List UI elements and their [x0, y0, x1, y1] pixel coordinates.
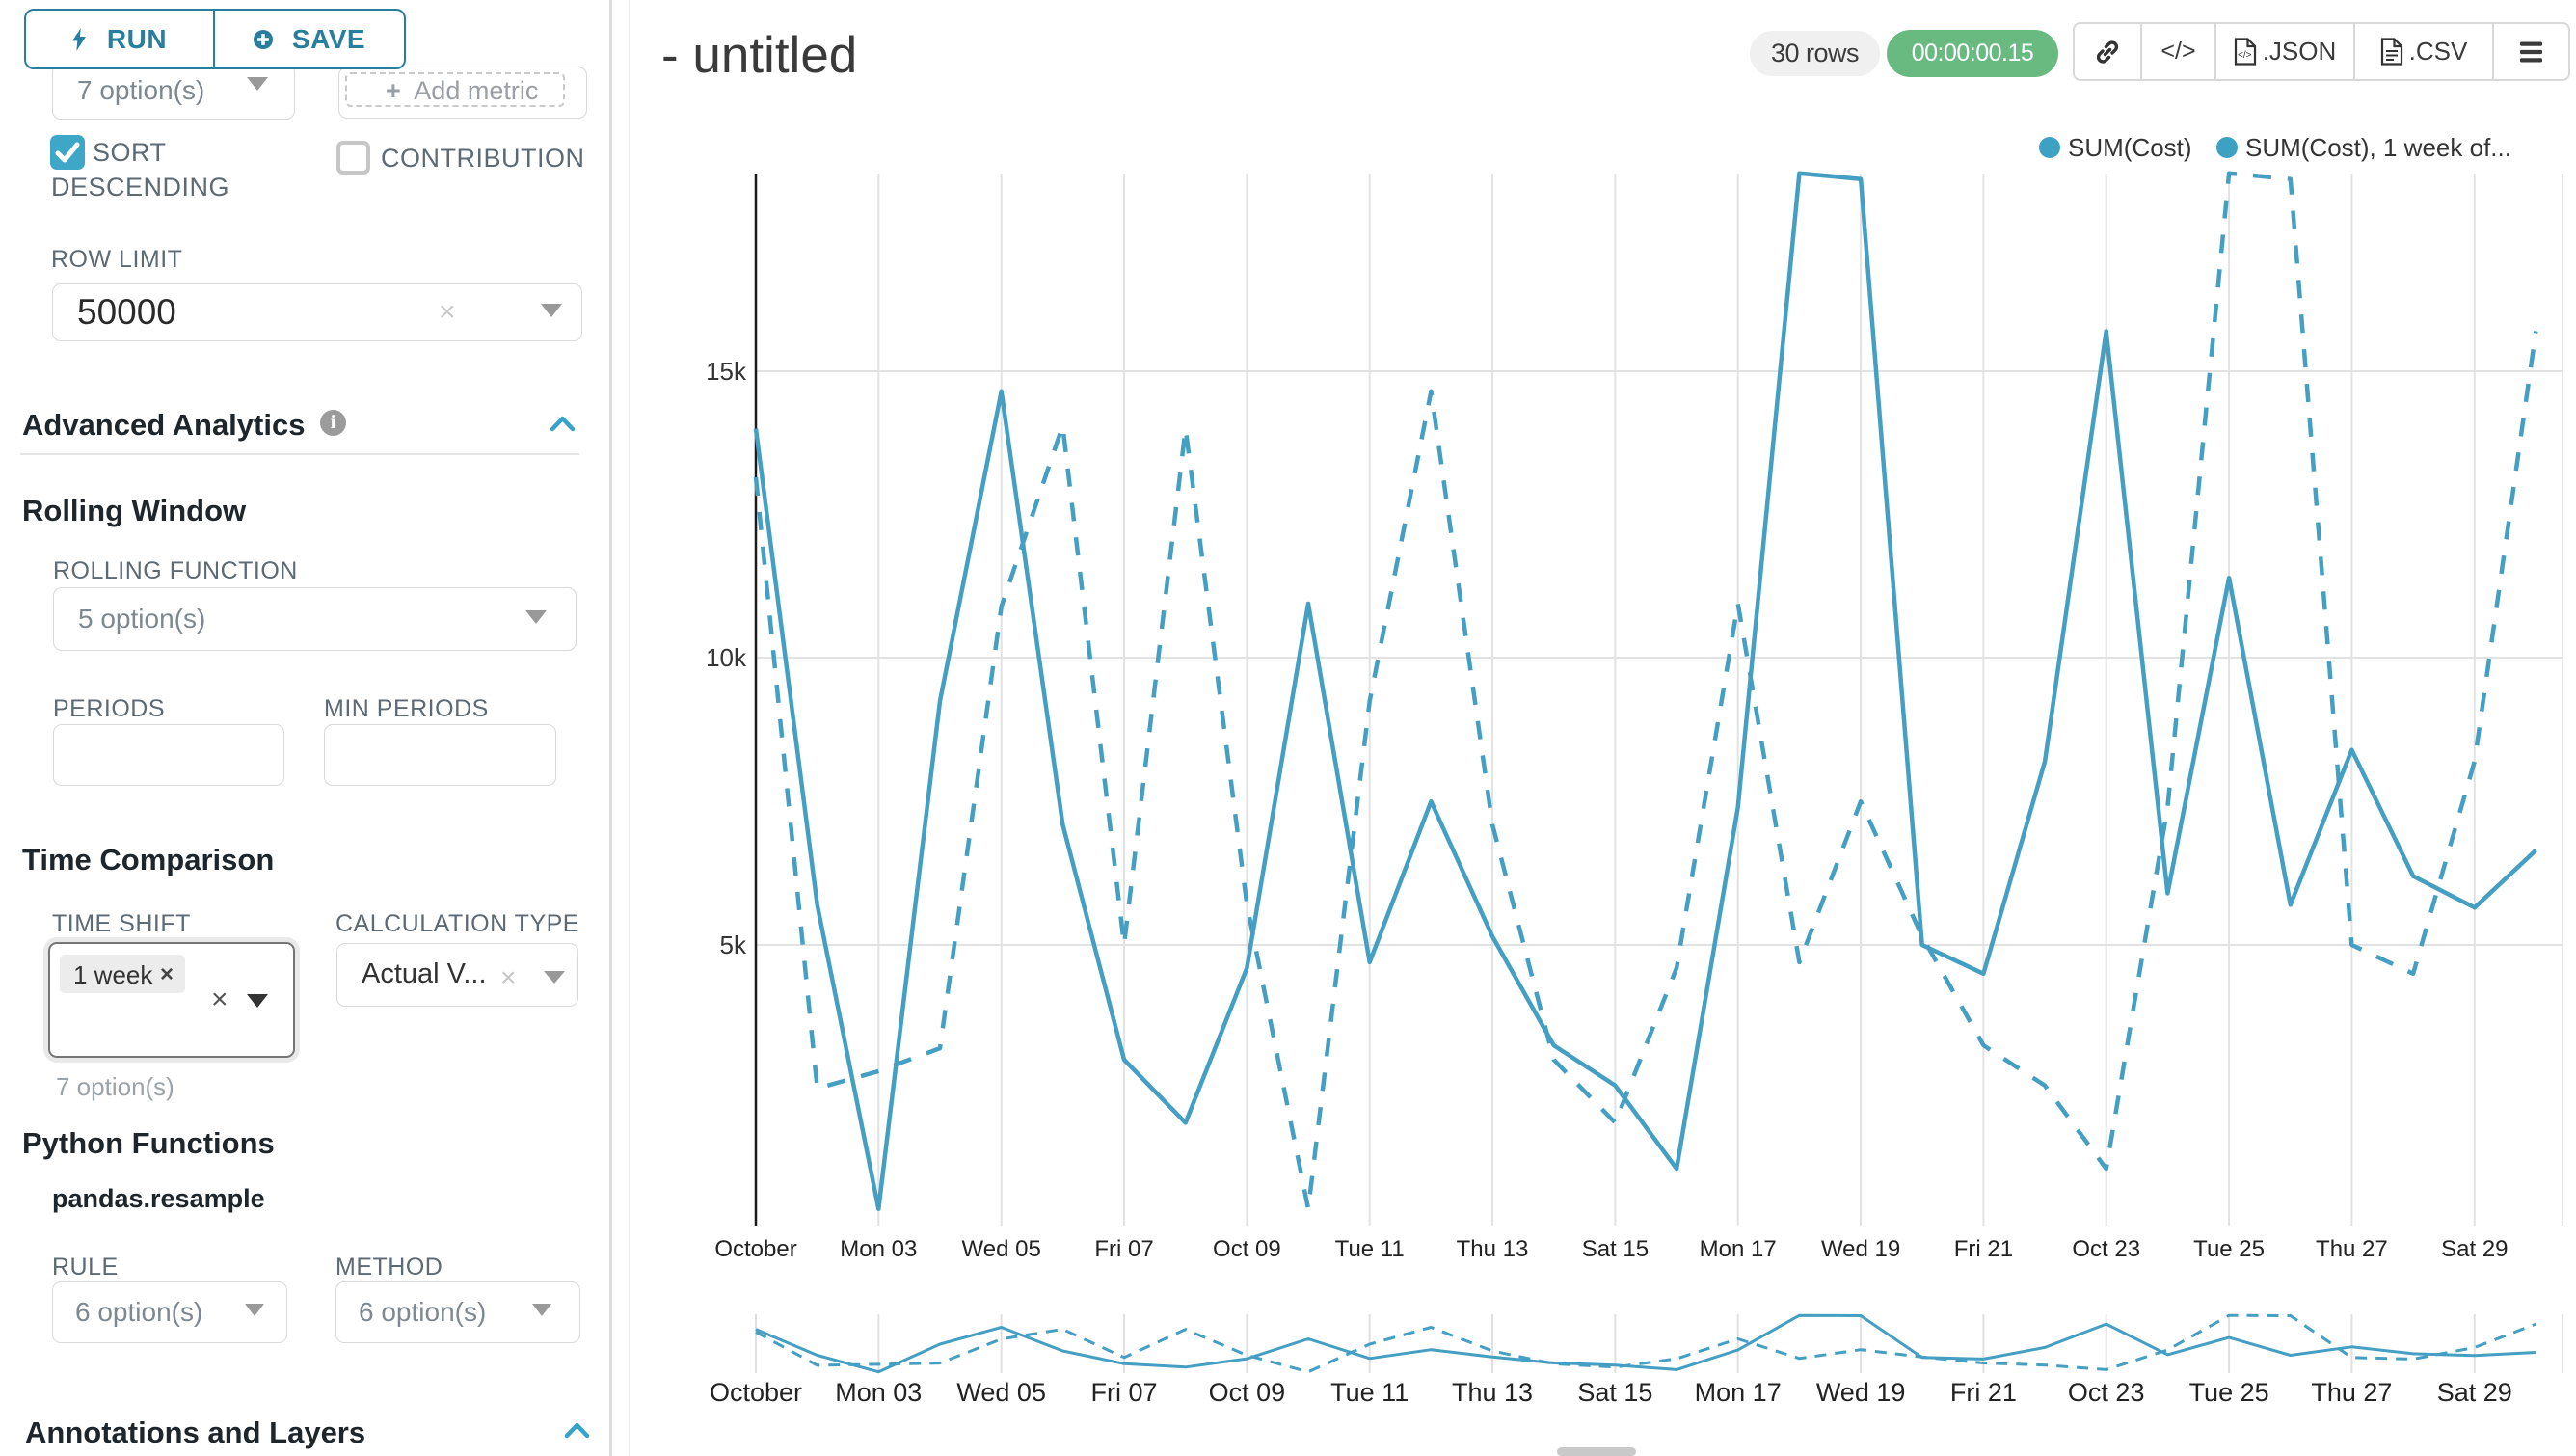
svg-text:Tue 25: Tue 25 — [2193, 1236, 2265, 1262]
svg-text:Sat 15: Sat 15 — [1582, 1236, 1649, 1262]
svg-text:Sat 29: Sat 29 — [2437, 1378, 2512, 1407]
svg-text:October: October — [710, 1378, 802, 1407]
svg-text:Thu 13: Thu 13 — [1452, 1378, 1533, 1407]
svg-text:Thu 27: Thu 27 — [2316, 1236, 2388, 1262]
svg-text:Oct 09: Oct 09 — [1209, 1378, 1286, 1407]
svg-text:Fri 21: Fri 21 — [1950, 1378, 2017, 1407]
svg-text:Oct 23: Oct 23 — [2072, 1236, 2140, 1262]
svg-text:Fri 07: Fri 07 — [1090, 1378, 1157, 1407]
svg-text:</>: </> — [2238, 50, 2252, 61]
svg-text:Mon 17: Mon 17 — [1700, 1236, 1777, 1262]
svg-text:Thu 13: Thu 13 — [1457, 1236, 1529, 1262]
svg-text:Wed 19: Wed 19 — [1816, 1378, 1906, 1407]
svg-text:Wed 05: Wed 05 — [962, 1236, 1041, 1262]
svg-text:Wed 19: Wed 19 — [1821, 1236, 1900, 1262]
svg-text:Mon 03: Mon 03 — [840, 1236, 917, 1262]
svg-text:Fri 07: Fri 07 — [1094, 1236, 1153, 1262]
svg-text:10k: 10k — [706, 643, 747, 672]
svg-text:15k: 15k — [706, 357, 747, 386]
svg-text:Mon 17: Mon 17 — [1695, 1378, 1782, 1407]
svg-text:October: October — [714, 1236, 796, 1262]
svg-text:Tue 11: Tue 11 — [1330, 1378, 1409, 1407]
svg-text:Sat 15: Sat 15 — [1577, 1378, 1652, 1407]
svg-text:Oct 09: Oct 09 — [1213, 1236, 1281, 1262]
svg-text:Wed 05: Wed 05 — [956, 1378, 1046, 1407]
svg-text:5k: 5k — [720, 930, 747, 959]
svg-text:Tue 25: Tue 25 — [2189, 1378, 2269, 1407]
svg-text:Fri 21: Fri 21 — [1954, 1236, 2013, 1262]
svg-text:Oct 23: Oct 23 — [2068, 1378, 2145, 1407]
svg-text:Tue 11: Tue 11 — [1335, 1236, 1405, 1262]
svg-text:Sat 29: Sat 29 — [2441, 1236, 2508, 1262]
svg-text:Thu 27: Thu 27 — [2311, 1378, 2392, 1407]
svg-text:Mon 03: Mon 03 — [835, 1378, 922, 1407]
